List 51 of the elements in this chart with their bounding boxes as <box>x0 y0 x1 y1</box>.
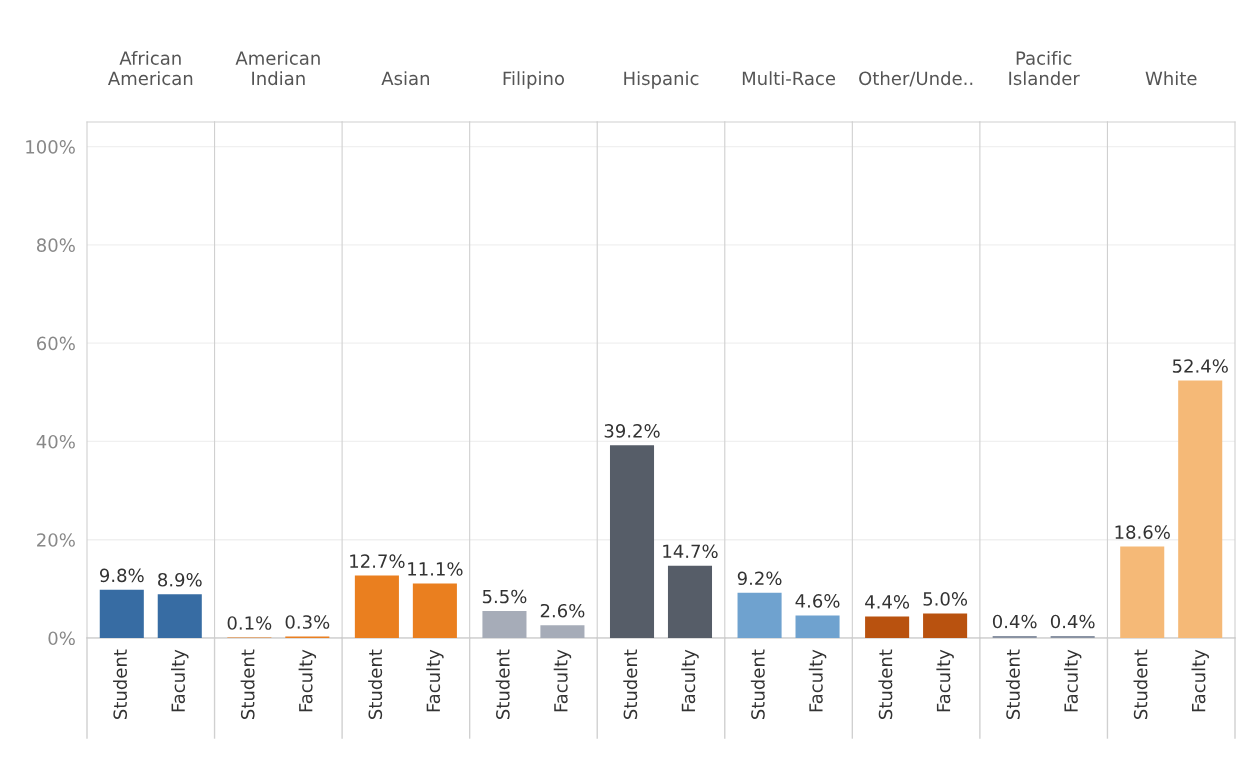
x-tick-label: Faculty <box>171 649 189 712</box>
data-label: 0.3% <box>285 615 330 629</box>
x-tick-label: Student <box>1133 649 1148 719</box>
data-label: 4.6% <box>795 594 840 608</box>
chart-title: Multi-Race <box>742 71 836 86</box>
x-tick-label: Student <box>623 649 638 719</box>
data-label: 5.0% <box>923 592 968 606</box>
chart-title: American Indian <box>235 50 320 86</box>
data-label: 9.2% <box>737 571 782 586</box>
x-tick-label: Faculty <box>426 649 444 712</box>
x-tick-label: Student <box>113 649 128 719</box>
data-label: 2.6% <box>540 603 585 618</box>
x-tick-label: Faculty <box>298 649 317 712</box>
data-label: 39.2% <box>604 424 660 438</box>
x-tick-label: Faculty <box>1191 649 1209 712</box>
x-tick-label: Faculty <box>553 649 572 712</box>
chart-title: White <box>1145 71 1197 86</box>
x-tick-label: Faculty <box>936 649 954 712</box>
chart-title: African American <box>107 50 193 86</box>
x-tick-label: Student <box>1005 649 1020 719</box>
x-tick-label: Student <box>878 649 893 719</box>
data-label: 11.1% <box>408 562 463 576</box>
x-tick-label: Faculty <box>808 649 827 712</box>
data-label: 0.1% <box>227 616 272 630</box>
data-label: 8.9% <box>158 572 202 587</box>
chart-title: Pacific Islander <box>1009 50 1080 86</box>
y-tick-label: 0% <box>48 631 75 646</box>
data-label: 5.5% <box>482 589 527 604</box>
x-tick-label: Student <box>368 649 383 719</box>
y-tick-label: 80% <box>36 238 75 252</box>
x-tick-label: Student <box>495 649 510 719</box>
chart-title: Filipino <box>503 71 564 89</box>
y-tick-label: 40% <box>36 434 75 449</box>
data-label: 12.7% <box>350 554 405 568</box>
chart-title: Hispanic <box>624 71 699 89</box>
chart-title: Asian <box>381 71 429 86</box>
x-tick-label: Faculty <box>1063 649 1082 712</box>
chart-title: Other/Unde.. <box>859 71 973 87</box>
y-tick-label: 20% <box>37 533 75 547</box>
data-label: 0.4% <box>992 614 1037 629</box>
data-label: 4.4% <box>865 595 910 609</box>
data-label: 0.4% <box>1050 614 1095 629</box>
data-label: 9.8% <box>99 568 144 583</box>
data-label: 52.4% <box>1172 359 1228 373</box>
x-tick-label: Student <box>750 649 765 719</box>
y-tick-label: 60% <box>37 336 75 351</box>
x-tick-label: Faculty <box>681 649 699 712</box>
data-label: 18.6% <box>1115 525 1170 539</box>
x-tick-label: Student <box>240 649 255 719</box>
data-label: 14.7% <box>663 544 718 559</box>
y-tick-label: 100% <box>26 140 75 154</box>
